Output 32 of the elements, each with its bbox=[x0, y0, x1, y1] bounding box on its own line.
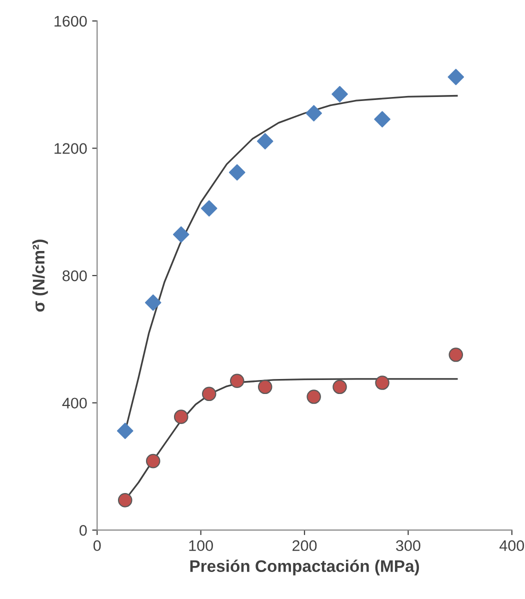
point bbox=[228, 164, 246, 181]
y-tick-label: 0 bbox=[80, 524, 87, 536]
point bbox=[202, 386, 216, 402]
point bbox=[116, 422, 134, 439]
x-tick-label: 200 bbox=[292, 540, 317, 552]
y-tick-label: 800 bbox=[62, 270, 87, 282]
x-axis-title: Presión Compactación (MPa) bbox=[190, 560, 419, 576]
y-tick-label: 1600 bbox=[54, 16, 87, 27]
point bbox=[306, 105, 322, 122]
point bbox=[258, 380, 272, 394]
y-axis-title: σ (N/cm²) bbox=[32, 240, 48, 312]
y-tick-label: 400 bbox=[62, 398, 87, 409]
x-tick-label: 100 bbox=[189, 540, 213, 552]
point bbox=[200, 200, 218, 217]
point bbox=[448, 68, 464, 86]
y-tick-label: 1200 bbox=[54, 143, 87, 154]
point bbox=[256, 133, 274, 150]
point bbox=[146, 454, 160, 468]
point bbox=[230, 374, 244, 388]
point bbox=[118, 493, 132, 508]
point bbox=[332, 86, 348, 102]
point bbox=[306, 390, 321, 404]
point bbox=[332, 380, 347, 394]
point bbox=[144, 294, 162, 311]
x-tick-label: 300 bbox=[396, 540, 420, 552]
point bbox=[375, 376, 390, 390]
point bbox=[172, 226, 190, 243]
point bbox=[448, 348, 464, 362]
x-tick-label: 0 bbox=[93, 540, 101, 552]
point bbox=[174, 410, 188, 424]
x-tick-label: 400 bbox=[499, 540, 524, 552]
point bbox=[374, 111, 390, 128]
